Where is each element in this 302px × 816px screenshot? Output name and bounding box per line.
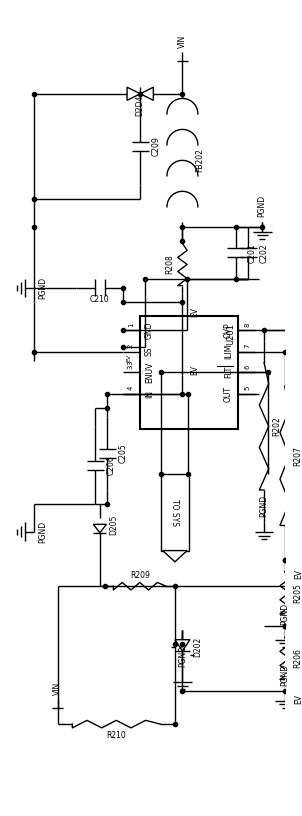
Bar	[161, 473, 189, 551]
Text: OUT: OUT	[224, 386, 233, 402]
Text: PGND: PGND	[280, 602, 289, 625]
Polygon shape	[127, 87, 140, 100]
Text: VIN: VIN	[178, 34, 187, 48]
Text: PGND: PGND	[38, 277, 47, 299]
Text: D202: D202	[194, 637, 203, 658]
Text: EV: EV	[294, 569, 302, 579]
Text: C209: C209	[152, 136, 160, 156]
Text: TO SYS: TO SYS	[170, 499, 179, 526]
Text: ENUV: ENUV	[145, 361, 154, 383]
Text: 7: 7	[244, 344, 250, 348]
Text: 4: 4	[128, 386, 134, 391]
Text: 1: 1	[128, 322, 134, 326]
Text: C210: C210	[90, 295, 110, 304]
Text: D2D4: D2D4	[136, 95, 145, 116]
Bar	[140, 316, 238, 428]
Text: 5: 5	[244, 386, 250, 391]
Text: R210: R210	[106, 730, 126, 739]
Text: EV: EV	[190, 308, 199, 317]
Text: R209: R209	[130, 570, 150, 579]
Text: 6: 6	[244, 365, 250, 369]
Text: 3: 3	[128, 361, 134, 366]
Text: PGND: PGND	[258, 194, 267, 216]
Text: R208: R208	[165, 255, 174, 274]
Text: OVP: OVP	[224, 322, 233, 338]
Polygon shape	[175, 640, 190, 651]
Text: D205: D205	[109, 514, 118, 534]
Text: C206: C206	[106, 455, 115, 475]
Text: PGND: PGND	[280, 663, 289, 685]
Text: C201: C201	[247, 243, 256, 263]
Text: GND: GND	[145, 322, 154, 339]
Text: VIN: VIN	[53, 682, 62, 695]
Polygon shape	[93, 525, 106, 533]
Text: PGND: PGND	[38, 521, 47, 543]
Text: C205: C205	[119, 444, 128, 463]
Text: EV: EV	[190, 365, 199, 375]
Text: ILIM: ILIM	[224, 344, 233, 359]
Text: PGND: PGND	[178, 645, 187, 667]
Text: FB202: FB202	[196, 149, 204, 172]
Text: R202: R202	[272, 416, 281, 437]
Text: C202: C202	[259, 243, 268, 263]
Text: PGND: PGND	[259, 494, 268, 517]
Polygon shape	[163, 551, 187, 562]
Text: R205: R205	[293, 583, 302, 603]
Text: EV: EV	[294, 694, 302, 703]
Text: R207: R207	[293, 446, 302, 466]
Text: 2: 2	[128, 344, 134, 348]
Text: 8: 8	[244, 322, 250, 326]
Text: EV: EV	[127, 354, 131, 362]
Text: IN: IN	[145, 390, 154, 398]
Text: 3: 3	[128, 365, 134, 369]
Text: SS: SS	[145, 347, 154, 357]
Text: U201: U201	[226, 324, 235, 345]
Polygon shape	[140, 87, 153, 100]
Text: FLT: FLT	[224, 366, 233, 379]
Text: R206: R206	[293, 649, 302, 668]
